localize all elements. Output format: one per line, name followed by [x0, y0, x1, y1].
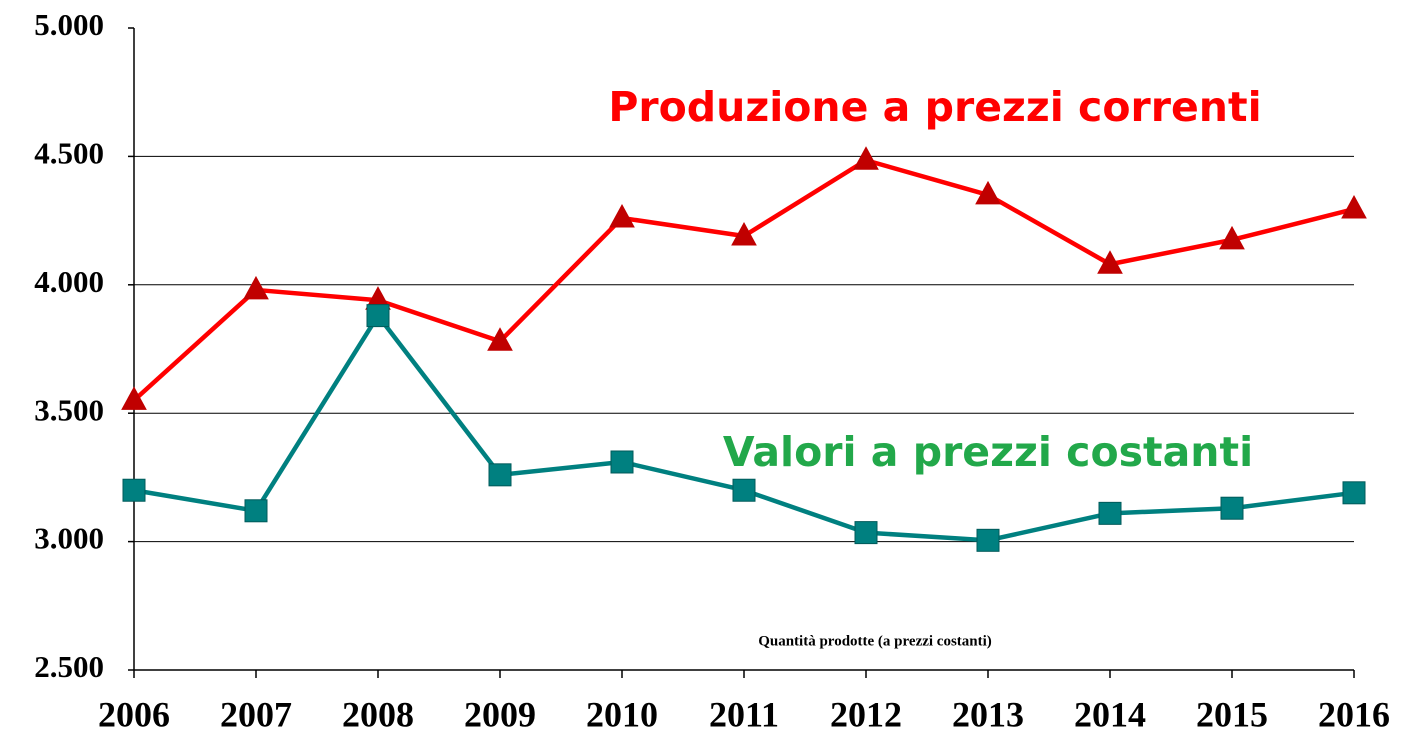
x-tick-label: 2008 [342, 694, 414, 734]
y-tick-label: 4.500 [34, 136, 104, 171]
annotation: Quantità prodotte (a prezzi costanti) [758, 633, 992, 649]
x-tick-label: 2013 [952, 694, 1024, 734]
y-tick-label: 3.500 [34, 392, 104, 427]
x-tick-label: 2010 [586, 694, 658, 734]
x-tick-label: 2009 [464, 694, 536, 734]
series-label: Produzione a prezzi correnti [608, 83, 1261, 131]
y-tick-label: 4.000 [34, 264, 104, 299]
marker [366, 304, 390, 328]
marker [854, 521, 878, 545]
x-tick-label: 2015 [1196, 694, 1268, 734]
marker [487, 327, 513, 351]
marker [975, 180, 1001, 205]
series-label: Valori a prezzi costanti [723, 428, 1253, 476]
marker [1219, 225, 1245, 250]
marker [609, 203, 635, 228]
marker [122, 478, 146, 502]
marker [1342, 481, 1366, 505]
marker [610, 450, 634, 474]
y-tick-label: 3.000 [34, 521, 104, 556]
x-tick-label: 2016 [1318, 694, 1390, 734]
marker [1098, 501, 1122, 525]
series-line [132, 158, 1355, 403]
marker [488, 463, 512, 487]
marker [243, 275, 269, 300]
marker [976, 528, 1000, 552]
marker [1220, 496, 1244, 520]
y-tick-label: 5.000 [34, 7, 104, 42]
marker [853, 146, 879, 170]
marker [1341, 194, 1367, 219]
marker [244, 499, 268, 523]
x-tick-label: 2011 [709, 694, 779, 734]
marker [732, 478, 756, 502]
x-tick-label: 2012 [830, 694, 902, 734]
marker [731, 221, 757, 246]
y-tick-label: 2.500 [34, 649, 104, 684]
x-tick-label: 2014 [1074, 694, 1146, 734]
x-tick-label: 2007 [220, 694, 292, 734]
x-tick-label: 2006 [98, 694, 170, 734]
marker [1097, 250, 1123, 274]
marker [121, 386, 147, 410]
